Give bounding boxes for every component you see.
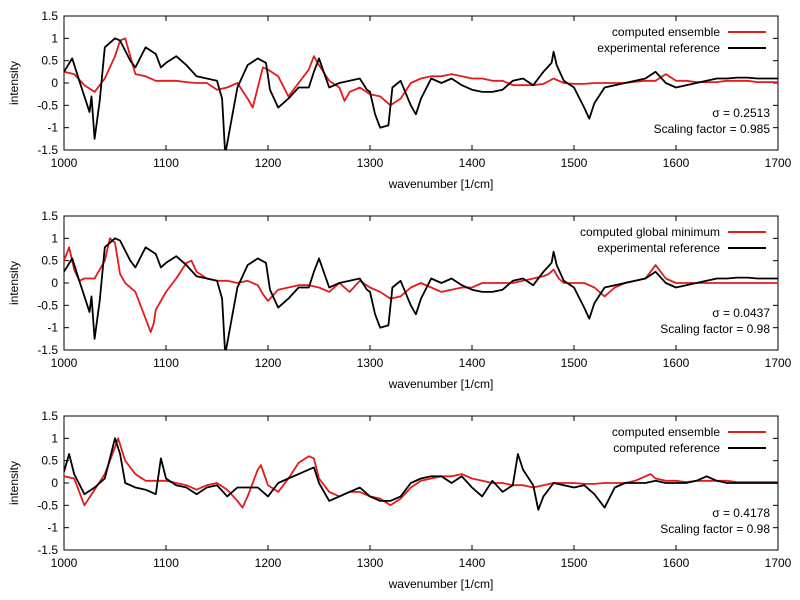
y-tick-label: -0.5 [37,98,58,112]
sigma-annotation: σ = 0.0437 [712,306,770,320]
series-line-computed [64,237,778,334]
chart-panel-1: 1000 1100 1200 1300 1400 1500 1600 1700 -1.5 -1 -0… [7,9,792,191]
y-tick-label: 1.5 [41,9,58,23]
y-axis-label: intensity [7,61,21,105]
chart-panel-2: 1000 1100 1200 1300 1400 1500 1600 1700 -1.5 -1 -0… [7,209,792,391]
scaling-factor-annotation: Scaling factor = 0.98 [660,522,770,536]
x-tick-label: 1400 [459,556,486,570]
y-tick-label: -1 [47,121,58,135]
y-tick-label: 0.5 [41,54,58,68]
y-tick-label: -1.5 [37,343,58,357]
series-line-computed [64,437,778,509]
legend-label: experimental reference [597,41,720,55]
y-tick-label: 1 [51,431,58,445]
y-tick-label: -1 [47,321,58,335]
x-tick-label: 1400 [459,356,486,370]
x-tick-label: 1200 [255,156,282,170]
y-tick-label: 0 [51,76,58,90]
x-tick-label: 1600 [663,356,690,370]
x-tick-label: 1300 [357,356,384,370]
x-tick-label: 1500 [561,556,588,570]
y-tick-label: 1 [51,31,58,45]
y-tick-label: -0.5 [37,298,58,312]
x-tick-label: 1000 [51,556,78,570]
series-line-computed [64,37,778,109]
legend-label: experimental reference [597,241,720,255]
y-tick-label: 1.5 [41,209,58,223]
y-tick-label: 1 [51,231,58,245]
x-tick-label: 1300 [357,156,384,170]
x-tick-label: 1700 [765,356,792,370]
y-tick-label: 0.5 [41,454,58,468]
legend-label: computed reference [613,441,720,455]
x-tick-label: 1000 [51,156,78,170]
y-tick-label: -0.5 [37,498,58,512]
y-tick-label: -1.5 [37,543,58,557]
x-tick-label: 1600 [663,556,690,570]
scaling-factor-annotation: Scaling factor = 0.985 [654,122,771,136]
legend-label: computed ensemble [612,425,720,439]
x-tick-label: 1300 [357,556,384,570]
y-tick-label: 0 [51,276,58,290]
sigma-annotation: σ = 0.2513 [712,106,770,120]
x-axis-label: wavenumber [1/cm] [388,177,494,191]
sigma-annotation: σ = 0.4178 [712,506,770,520]
series-line-reference [64,437,778,511]
series-line-reference [64,37,778,150]
x-tick-label: 1200 [255,356,282,370]
y-axis-label: intensity [7,461,21,505]
x-tick-label: 1000 [51,356,78,370]
x-tick-label: 1100 [153,156,179,170]
x-tick-label: 1100 [153,356,179,370]
x-tick-label: 1700 [765,156,792,170]
scaling-factor-annotation: Scaling factor = 0.98 [660,322,770,336]
y-tick-label: -1.5 [37,143,58,157]
legend-label: computed ensemble [612,25,720,39]
x-tick-label: 1500 [561,156,588,170]
x-axis-label: wavenumber [1/cm] [388,377,494,391]
legend-label: computed global minimum [580,225,720,239]
y-tick-label: 1.5 [41,409,58,423]
y-tick-label: 0.5 [41,254,58,268]
x-axis-label: wavenumber [1/cm] [388,577,494,591]
y-tick-label: 0 [51,476,58,490]
x-tick-label: 1500 [561,356,588,370]
x-tick-label: 1700 [765,556,792,570]
y-tick-label: -1 [47,521,58,535]
x-tick-label: 1600 [663,156,690,170]
chart-panel-3: 1000 1100 1200 1300 1400 1500 1600 1700 -1.5 -1 -0… [7,409,792,591]
x-tick-label: 1100 [153,556,179,570]
x-tick-label: 1200 [255,556,282,570]
y-axis-label: intensity [7,261,21,305]
x-tick-label: 1400 [459,156,486,170]
series-line-reference [64,237,778,350]
